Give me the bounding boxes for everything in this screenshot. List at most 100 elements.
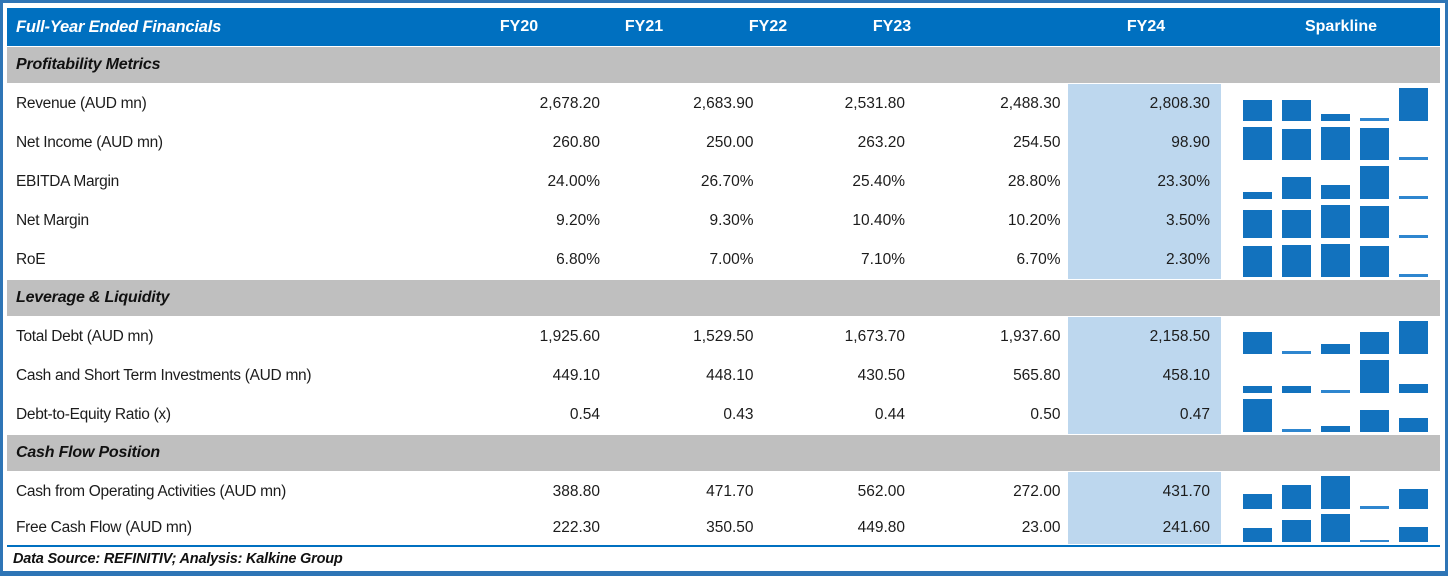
value-fy24-highlighted: 0.47 bbox=[1068, 395, 1221, 434]
value-fy20: 260.80 bbox=[552, 133, 601, 151]
value-fy21: 471.70 bbox=[706, 482, 754, 500]
column-header-fy22: FY22 bbox=[748, 18, 788, 35]
sparkline bbox=[1221, 511, 1440, 544]
row-label: Total Debt (AUD mn) bbox=[16, 327, 154, 345]
value-fy20: 24.00% bbox=[547, 172, 601, 190]
sparkline-min-line bbox=[1399, 196, 1428, 199]
value-fy22: 263.20 bbox=[857, 133, 905, 151]
value-fy20: 1,925.60 bbox=[539, 327, 601, 345]
sparkline-bar bbox=[1360, 205, 1389, 238]
sparkline-bar bbox=[1321, 344, 1350, 354]
sparkline-bar bbox=[1360, 165, 1389, 199]
sparkline-bar bbox=[1282, 386, 1311, 393]
sparkline-bar bbox=[1243, 493, 1272, 509]
table-row: Cash from Operating Activities (AUD mn) … bbox=[7, 472, 1440, 511]
value-fy24-highlighted: 458.10 bbox=[1068, 356, 1221, 395]
row-label: RoE bbox=[16, 250, 46, 268]
sparkline-bar bbox=[1399, 87, 1428, 121]
column-header-fy23: FY23 bbox=[872, 18, 912, 35]
value-fy20: 449.10 bbox=[552, 366, 601, 384]
sparkline-bar bbox=[1360, 331, 1389, 354]
sparkline-bar bbox=[1399, 383, 1428, 393]
sparkline-bar bbox=[1321, 126, 1350, 160]
column-header-fy24: FY24 bbox=[1126, 18, 1166, 35]
sparkline bbox=[1221, 317, 1440, 356]
value-fy22: 1,673.70 bbox=[844, 327, 905, 345]
sparkline-bar bbox=[1321, 114, 1350, 121]
sparkline-min-line bbox=[1321, 390, 1350, 393]
sparkline-bar bbox=[1360, 128, 1389, 160]
value-fy23: 10.20% bbox=[1007, 211, 1061, 229]
sparkline bbox=[1221, 240, 1440, 279]
data-source-note: Data Source: REFINITIV; Analysis: Kalkin… bbox=[13, 551, 343, 567]
section-header-row: Leverage & Liquidity bbox=[7, 280, 1440, 316]
sparkline bbox=[1221, 395, 1440, 434]
sparkline-bar bbox=[1282, 209, 1311, 238]
value-fy24-highlighted: 431.70 bbox=[1068, 472, 1221, 511]
table-row: Net Margin 9.20% 9.30% 10.40% 10.20% 3.5… bbox=[7, 201, 1440, 240]
table-row: Free Cash Flow (AUD mn) 222.30 350.50 44… bbox=[7, 511, 1440, 544]
section-title: Leverage & Liquidity bbox=[16, 289, 170, 306]
row-label: EBITDA Margin bbox=[16, 172, 119, 190]
value-fy20: 6.80% bbox=[556, 250, 601, 268]
sparkline-min-line bbox=[1360, 118, 1389, 121]
sparkline-bar bbox=[1243, 332, 1272, 354]
value-fy22: 0.44 bbox=[874, 405, 905, 423]
section-title: Profitability Metrics bbox=[16, 56, 161, 73]
sparkline-bar bbox=[1321, 475, 1350, 509]
value-fy24-highlighted: 98.90 bbox=[1068, 123, 1221, 162]
value-fy24-highlighted: 241.60 bbox=[1068, 511, 1221, 544]
row-label: Net Margin bbox=[16, 211, 89, 229]
value-fy23: 272.00 bbox=[1013, 482, 1061, 500]
sparkline-min-line bbox=[1399, 157, 1428, 160]
value-fy23: 1,937.60 bbox=[1000, 327, 1061, 345]
sparkline-bar bbox=[1282, 485, 1311, 509]
sparkline-min-line bbox=[1360, 506, 1389, 509]
sparkline-bar bbox=[1399, 320, 1428, 354]
sparkline-bar bbox=[1243, 527, 1272, 542]
sparkline-bar bbox=[1321, 243, 1350, 277]
table-row: Total Debt (AUD mn) 1,925.60 1,529.50 1,… bbox=[7, 317, 1440, 356]
value-fy20: 9.20% bbox=[556, 211, 601, 229]
value-fy23: 28.80% bbox=[1007, 172, 1061, 190]
sparkline-bar bbox=[1321, 514, 1350, 542]
sparkline-bar bbox=[1282, 129, 1311, 160]
table-row: Debt-to-Equity Ratio (x) 0.54 0.43 0.44 … bbox=[7, 395, 1440, 434]
value-fy22: 562.00 bbox=[857, 482, 905, 500]
row-label: Revenue (AUD mn) bbox=[16, 94, 147, 112]
value-fy22: 430.50 bbox=[857, 366, 905, 384]
row-label: Net Income (AUD mn) bbox=[16, 133, 163, 151]
column-header-fy21: FY21 bbox=[624, 18, 664, 35]
sparkline-bar bbox=[1243, 245, 1272, 277]
value-fy21: 2,683.90 bbox=[693, 94, 754, 112]
value-fy22: 2,531.80 bbox=[844, 94, 905, 112]
value-fy24-highlighted: 2,158.50 bbox=[1068, 317, 1221, 356]
value-fy22: 10.40% bbox=[852, 211, 905, 229]
value-fy21: 7.00% bbox=[709, 250, 754, 268]
column-header-fy20: FY20 bbox=[499, 18, 539, 35]
value-fy24-highlighted: 23.30% bbox=[1068, 162, 1221, 201]
sparkline-min-line bbox=[1360, 539, 1389, 542]
value-fy23: 254.50 bbox=[1013, 133, 1061, 151]
sparkline-bar bbox=[1360, 409, 1389, 432]
value-fy21: 26.70% bbox=[700, 172, 754, 190]
value-fy20: 222.30 bbox=[552, 518, 601, 536]
sparkline-bar bbox=[1243, 385, 1272, 393]
table-row: RoE 6.80% 7.00% 7.10% 6.70% 2.30% bbox=[7, 240, 1440, 279]
sparkline-bar bbox=[1282, 244, 1311, 277]
sparkline-bar bbox=[1243, 210, 1272, 238]
value-fy20: 2,678.20 bbox=[539, 94, 601, 112]
sparkline-bar bbox=[1399, 418, 1428, 432]
sparkline-bar bbox=[1321, 204, 1350, 238]
sparkline-min-line bbox=[1399, 274, 1428, 277]
value-fy21: 0.43 bbox=[723, 405, 754, 423]
value-fy21: 9.30% bbox=[709, 211, 754, 229]
sparkline bbox=[1221, 162, 1440, 201]
sparkline-min-line bbox=[1282, 429, 1311, 432]
sparkline-bar bbox=[1282, 99, 1311, 121]
sparkline-bar bbox=[1321, 184, 1350, 199]
value-fy21: 1,529.50 bbox=[693, 327, 754, 345]
row-label: Free Cash Flow (AUD mn) bbox=[16, 518, 192, 536]
value-fy20: 388.80 bbox=[552, 482, 601, 500]
